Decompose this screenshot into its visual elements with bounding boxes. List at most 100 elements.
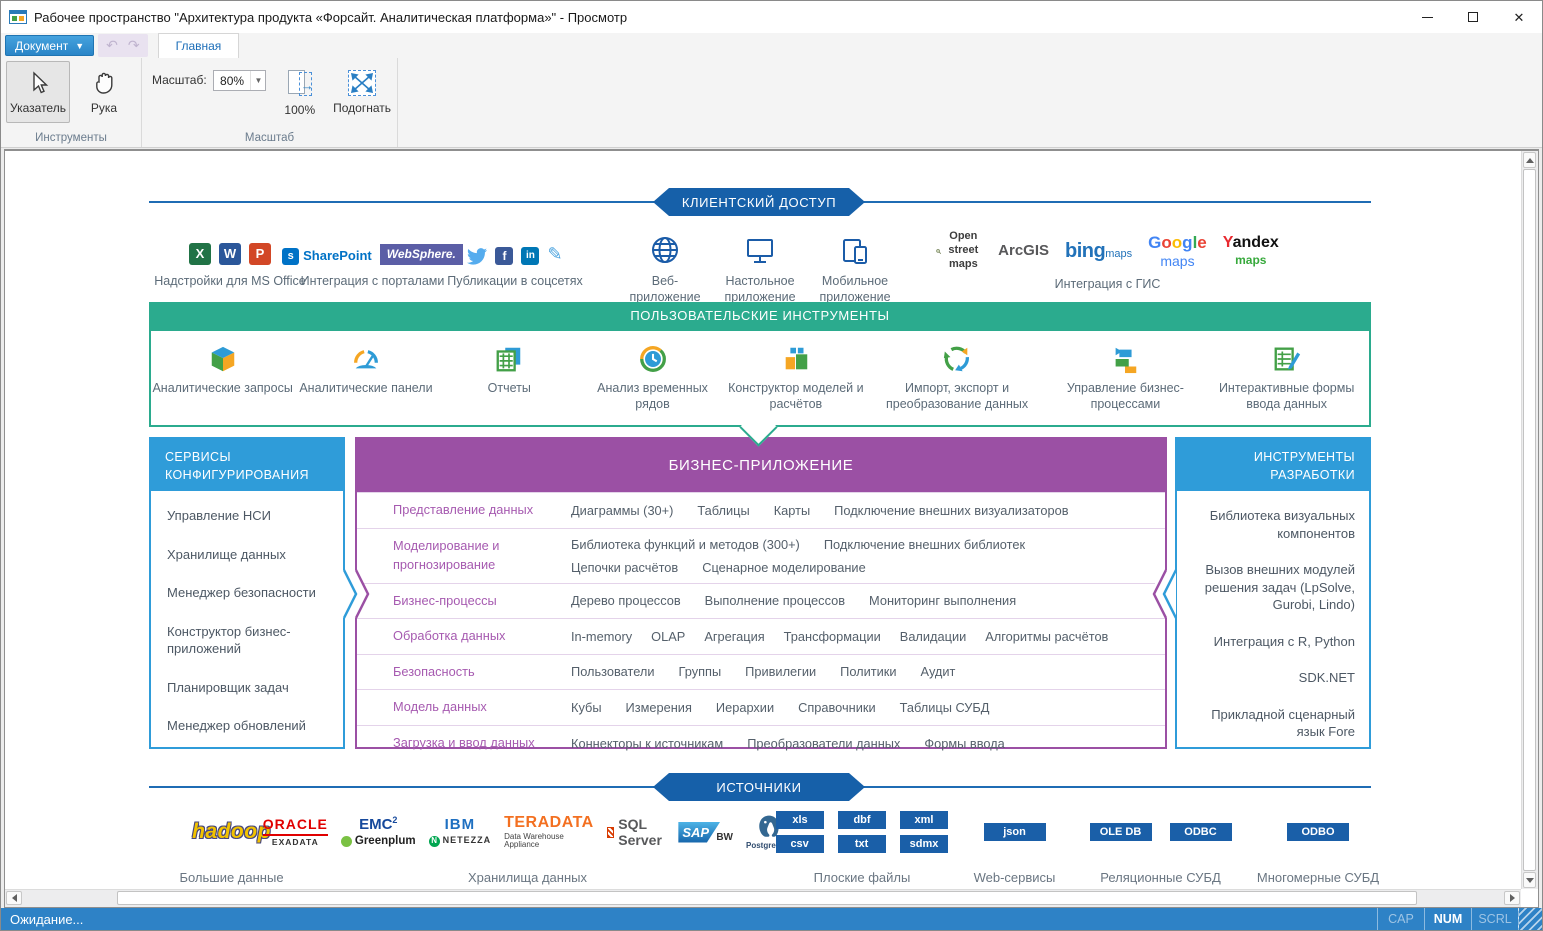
business-row-data-processing: Обработка данных In-memory OLAP Агрегаци… — [357, 618, 1165, 654]
scroll-left-button[interactable] — [6, 891, 22, 905]
tool-dashboards: Аналитические панели — [294, 331, 437, 425]
zoom-value: 80% — [220, 73, 245, 88]
ribbon-group-tools: Указатель Рука Инструменты — [1, 58, 142, 147]
tool-bpm: Управление бизнес-процессами — [1047, 331, 1205, 425]
business-row-item: Преобразователи данных — [747, 735, 901, 751]
business-row-item: Алгоритмы расчётов — [985, 628, 1109, 644]
client-group-gis: Open street maps ArcGIS bingmaps Google … — [936, 230, 1279, 293]
close-icon: ✕ — [1513, 9, 1525, 25]
document-canvas: КЛИЕНТСКИЙ ДОСТУП X W P Надстройки для M… — [4, 149, 1539, 908]
sharepoint-logo: s SharePoint — [282, 248, 372, 265]
dev-tool-item: SDK.NET — [1298, 670, 1355, 686]
zoom-100-button[interactable]: → 100% — [284, 70, 315, 117]
recycle-arrows-icon — [942, 342, 972, 376]
business-row-item: Таблицы — [697, 502, 750, 518]
ribbon-group-zoom-label: Масштаб — [244, 132, 295, 144]
tab-home[interactable]: Главная — [157, 33, 240, 58]
tool-analytic-queries: Аналитические запросы — [151, 331, 294, 425]
sources-banner-label: ИСТОЧНИКИ — [716, 779, 802, 795]
pointer-tool-button[interactable]: Указатель — [6, 61, 70, 123]
business-row-modeling: Моделирование и прогнозирование Библиоте… — [357, 527, 1165, 583]
postgresql-logo: PostgreSQL — [746, 814, 792, 850]
business-row-label: Бизнес-процессы — [393, 592, 497, 608]
business-row-item: Коннекторы к источникам — [571, 735, 724, 751]
ibm-netezza-logo: IBM N NETEZZA — [428, 817, 492, 847]
chevron-down-icon: ▼ — [250, 71, 265, 90]
document-menu-label: Документ — [15, 38, 69, 53]
source-group-multidimensional: ODBO Многомерные СУБД — [1243, 803, 1393, 885]
business-row-item: Иерархии — [715, 699, 775, 715]
form-pencil-icon — [1272, 342, 1302, 376]
business-row-item: Справочники — [798, 699, 876, 715]
emc-greenplum-logo: EMC2 Greenplum — [340, 815, 416, 848]
business-row-item: Измерения — [625, 699, 692, 715]
source-group-relational: OLE DB ODBC Реляционные СУБД — [1083, 803, 1238, 885]
resize-grip[interactable] — [1518, 908, 1542, 930]
word-icon: W — [219, 243, 241, 265]
config-service-item: Менеджер безопасности — [167, 585, 316, 601]
fit-label: Подогнать — [333, 101, 391, 115]
business-row-item: Цепочки расчётов — [571, 559, 679, 575]
business-row-item: Валидации — [899, 628, 967, 644]
business-row-item: Диаграммы (30+) — [571, 502, 674, 518]
scroll-up-button[interactable] — [1523, 152, 1536, 168]
oracle-exadata-logo: ORACLE EXADATA — [262, 816, 328, 847]
business-row-item: Таблицы СУБД — [899, 699, 990, 715]
file-format-chip: ODBC — [1169, 823, 1232, 841]
file-format-chip: xls — [776, 811, 824, 829]
scroll-down-button[interactable] — [1523, 872, 1536, 888]
status-message: Ожидание... — [10, 911, 84, 927]
business-row-item: Привилегии — [745, 664, 817, 680]
undo-icon[interactable]: ↶ — [106, 37, 118, 53]
hadoop-logo: hadoop — [192, 820, 271, 843]
hand-tool-button[interactable]: Рука — [72, 61, 136, 123]
minimize-button[interactable] — [1404, 1, 1450, 33]
scroll-right-button[interactable] — [1504, 891, 1520, 905]
business-row-item: Библиотека функций и методов (300+) — [571, 536, 800, 552]
sql-server-logo: SQL Server — [606, 816, 666, 848]
mobile-icon — [843, 239, 867, 264]
right-chevron-connector — [1152, 569, 1178, 619]
business-row-label: Загрузка и ввод данных — [393, 734, 535, 750]
cube-icon — [208, 342, 238, 376]
facebook-icon: f — [495, 247, 514, 265]
hand-icon — [92, 68, 116, 98]
window-title: Рабочее пространство "Архитектура продук… — [34, 9, 628, 25]
document-menu-button[interactable]: Документ ▼ — [5, 35, 95, 56]
config-service-item: Управление НСИ — [167, 508, 271, 523]
yandex-maps-logo: Yandex maps — [1222, 234, 1279, 268]
client-group-label: Публикации в соцсетях — [447, 274, 583, 288]
vertical-scrollbar[interactable] — [1521, 151, 1538, 889]
file-format-chip: sdmx — [899, 835, 949, 853]
gauge-icon — [350, 342, 382, 376]
architecture-diagram: КЛИЕНТСКИЙ ДОСТУП X W P Надстройки для M… — [5, 151, 1521, 889]
business-row-item: OLAP — [651, 628, 686, 644]
google-maps-logo: Google maps — [1148, 232, 1207, 269]
file-format-chip: json — [983, 823, 1046, 841]
close-button[interactable]: ✕ — [1496, 1, 1542, 33]
redo-icon[interactable]: ↷ — [127, 37, 140, 53]
horizontal-scroll-thumb[interactable] — [117, 891, 1417, 905]
fit-button[interactable]: Подогнать — [333, 70, 391, 115]
client-group-portals: s SharePoint WebSphere. Интеграция с пор… — [282, 229, 463, 290]
tab-home-label: Главная — [175, 39, 222, 53]
business-row-item: Агрегация — [704, 628, 765, 644]
zoom-label: Масштаб: — [152, 73, 207, 87]
quick-access-toolbar: ↶ ↷ — [98, 34, 148, 57]
vertical-scroll-thumb[interactable] — [1523, 169, 1536, 871]
fit-icon — [348, 70, 377, 96]
source-group-label: Реляционные СУБД — [1100, 870, 1221, 885]
blocks-icon — [781, 342, 811, 376]
source-group-label: Хранилища данных — [468, 870, 587, 885]
file-format-chip: xml — [900, 811, 948, 829]
business-row-item: Сценарное моделирование — [702, 559, 866, 575]
teradata-logo: TERADATA Data Warehouse Appliance — [504, 813, 594, 850]
file-format-chip: ODBO — [1287, 823, 1349, 841]
config-service-item: Конструктор бизнес-приложений — [167, 623, 291, 657]
business-row-data-presentation: Представление данных Диаграммы (30+) Таб… — [357, 492, 1165, 528]
horizontal-scrollbar[interactable] — [5, 889, 1521, 907]
user-tools-banner-label: ПОЛЬЗОВАТЕЛЬСКИЕ ИНСТРУМЕНТЫ — [630, 308, 890, 323]
linkedin-icon: in — [521, 247, 540, 265]
zoom-select[interactable]: 80% ▼ — [212, 70, 267, 91]
maximize-button[interactable] — [1450, 1, 1496, 33]
